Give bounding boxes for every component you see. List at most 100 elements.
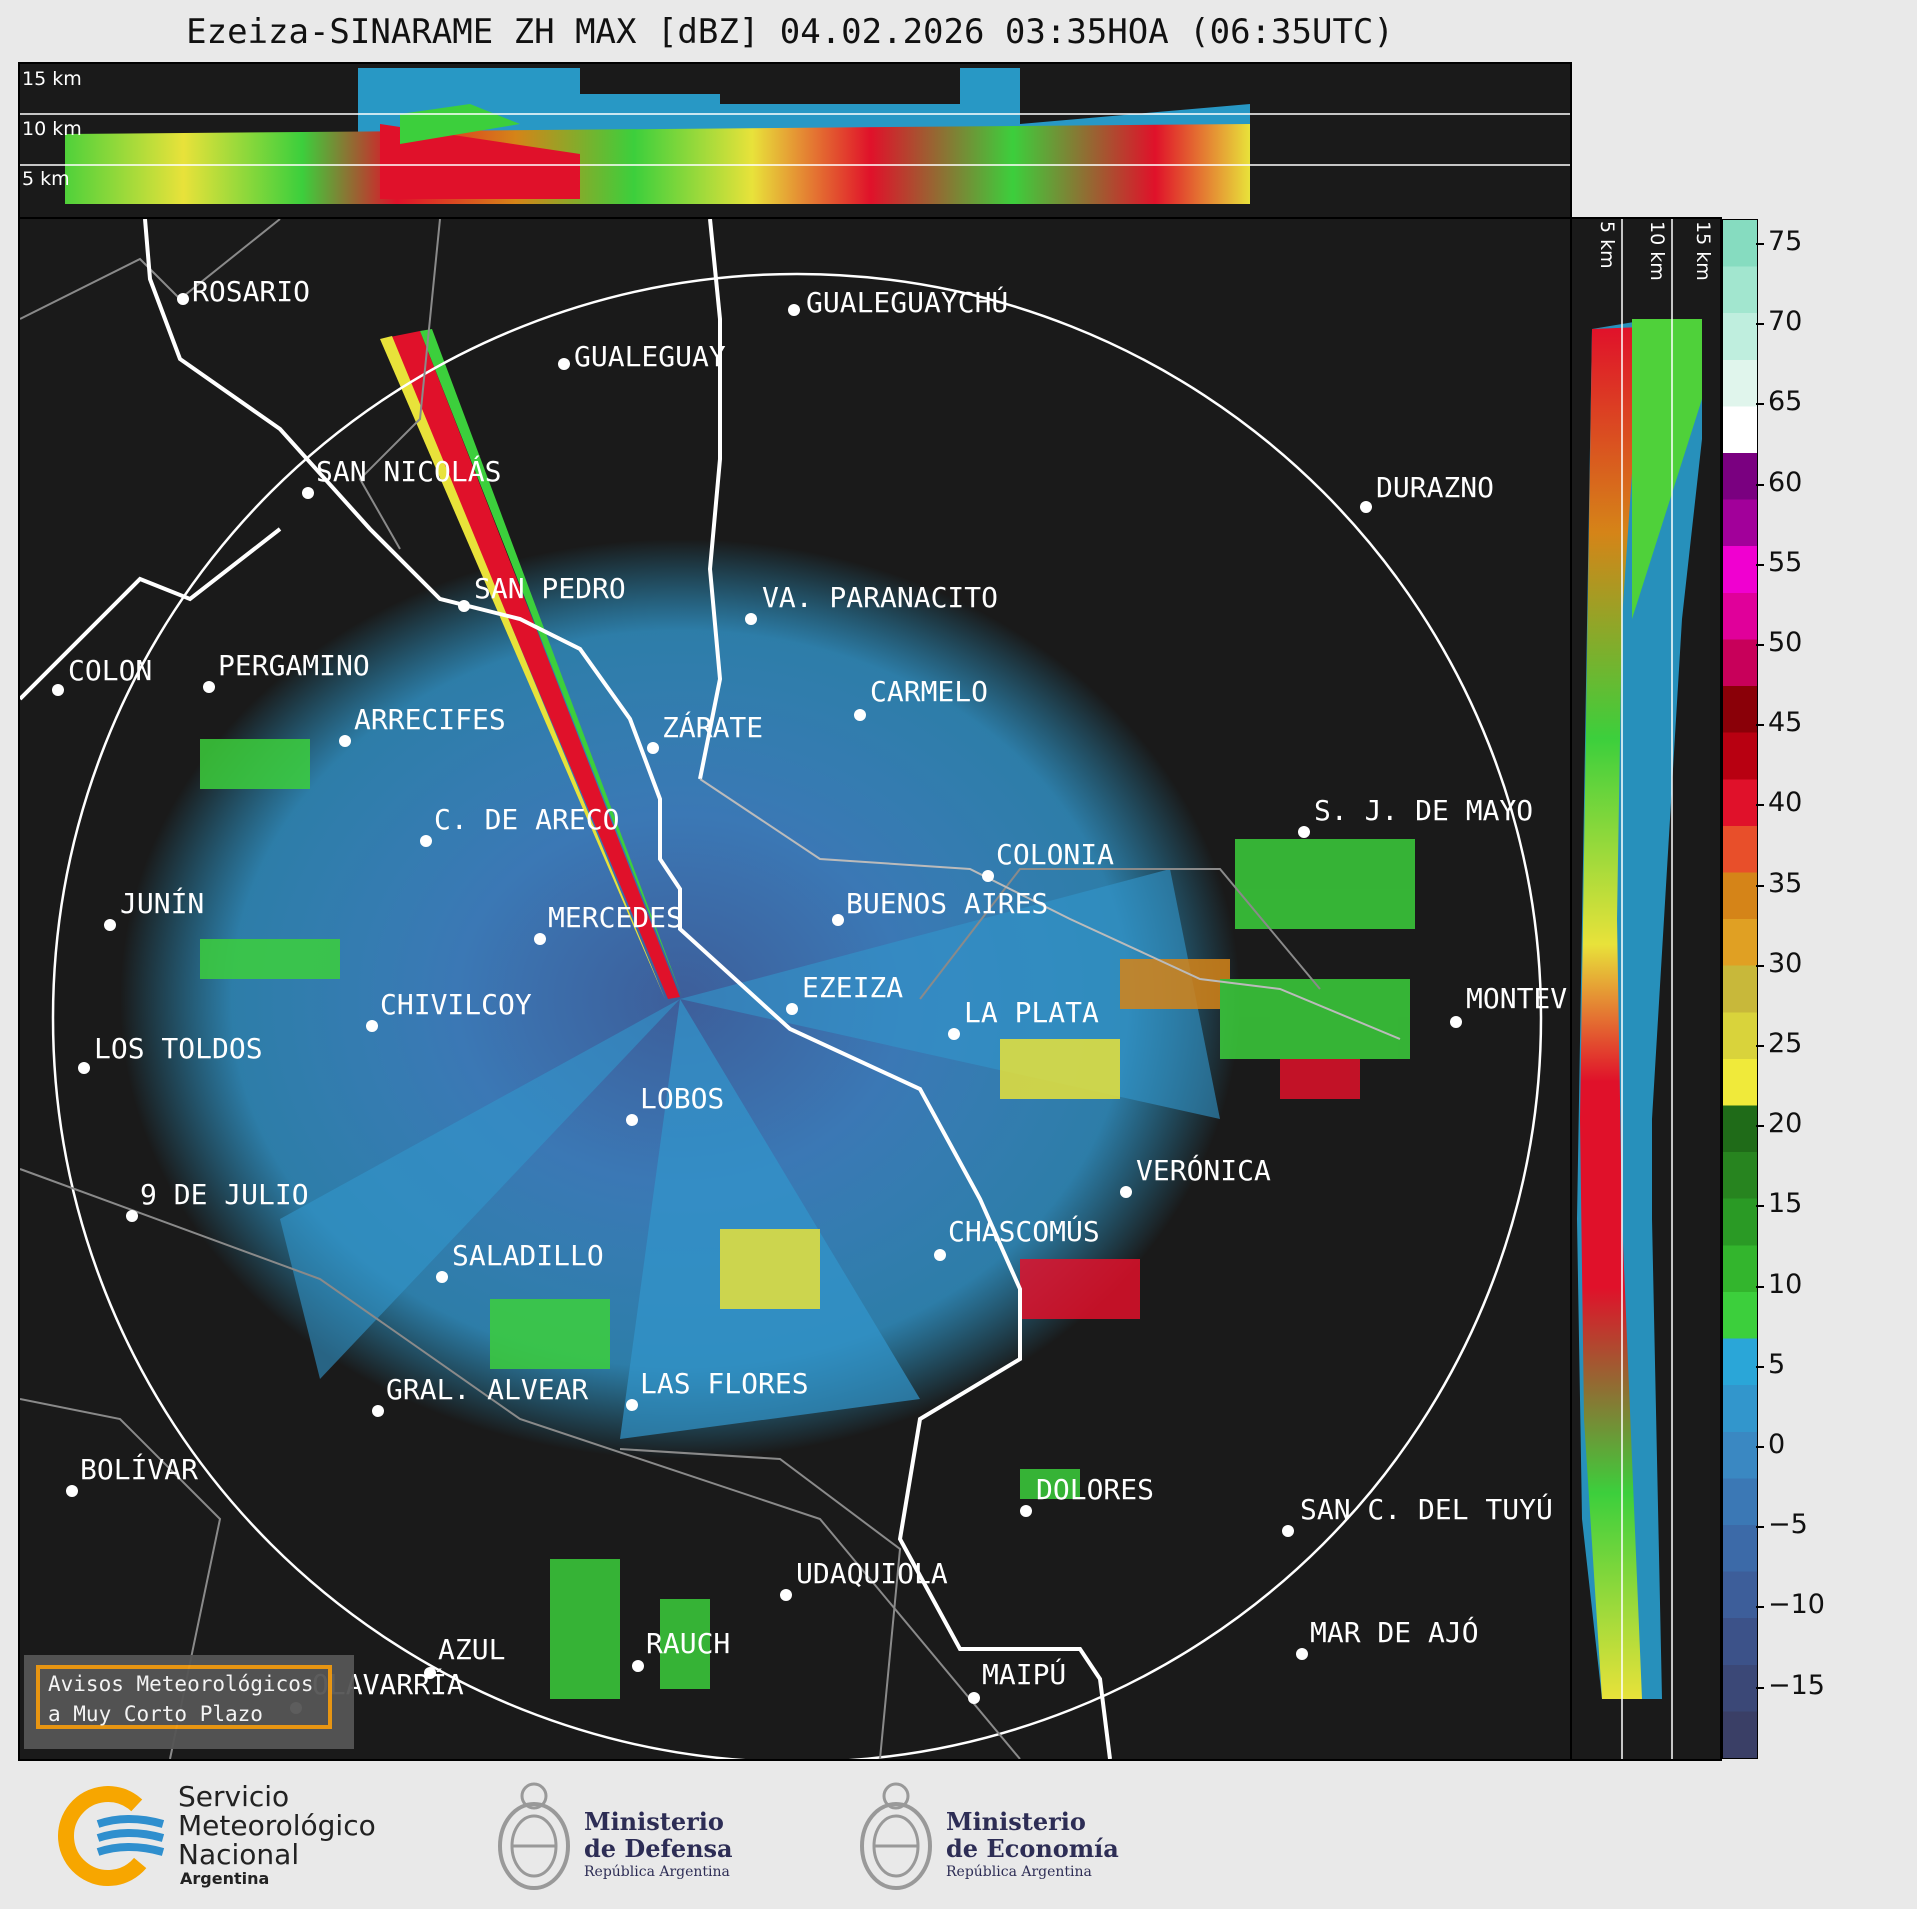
colorbar-tick-label: −5 <box>1768 1509 1808 1541</box>
city-label: CHASCOMÚS <box>948 1215 1100 1248</box>
east-west-profile-panel: 5 km 10 km 15 km <box>1570 217 1722 1761</box>
colorbar <box>1722 219 1758 1759</box>
colorbar-tick-label: 65 <box>1768 386 1803 418</box>
colorbar-tick-label: 40 <box>1768 787 1803 819</box>
city-label: LOBOS <box>640 1082 725 1115</box>
city-dot <box>632 1660 644 1672</box>
colorbar-tick <box>1756 964 1764 967</box>
city-dot <box>126 1210 138 1222</box>
city-label: SAN C. DEL TUYÚ <box>1300 1493 1553 1526</box>
km-label-5-vertical: 5 km <box>1596 221 1618 269</box>
city-dot <box>203 681 215 693</box>
city-dot <box>780 1589 792 1601</box>
economia-line3: República Argentina <box>946 1864 1092 1880</box>
city-label: DOLORES <box>1036 1473 1155 1506</box>
side-profile-svg <box>1577 219 1702 1759</box>
city-dot <box>1360 501 1372 513</box>
colorbar-tick <box>1756 1125 1764 1128</box>
city-label: S. J. DE MAYO <box>1314 794 1534 827</box>
colorbar-tick-label: 30 <box>1768 947 1803 979</box>
city-dot <box>534 933 546 945</box>
km-label-15-vertical: 15 km <box>1692 221 1714 281</box>
city-label: COLONIA <box>996 838 1115 871</box>
north-south-profile-panel: 15 km 10 km 5 km <box>18 62 1572 220</box>
city-dot <box>66 1485 78 1497</box>
city-label: VERÓNICA <box>1136 1154 1271 1187</box>
city-dot <box>177 293 189 305</box>
economia-line2: de Economía <box>946 1834 1119 1863</box>
colorbar-tick-label: 5 <box>1768 1348 1786 1380</box>
colorbar-tick-label: 35 <box>1768 867 1803 899</box>
colorbar-tick <box>1756 804 1764 807</box>
warnings-button-frame[interactable]: Avisos Meteorológicos a Muy Corto Plazo <box>36 1665 332 1729</box>
page-title: Ezeiza-SINARAME ZH MAX [dBZ] 04.02.2026 … <box>186 12 1394 52</box>
colorbar-tick <box>1756 483 1764 486</box>
defensa-line1: Ministerio <box>584 1807 724 1836</box>
colorbar-tick-label: 60 <box>1768 466 1803 498</box>
city-dot <box>78 1062 90 1074</box>
colorbar-tick <box>1756 724 1764 727</box>
colorbar-tick <box>1756 243 1764 245</box>
colorbar-tick-label: 75 <box>1768 226 1803 257</box>
city-dot <box>745 613 757 625</box>
city-label: ZÁRATE <box>662 711 764 744</box>
economia-line1: Ministerio <box>946 1807 1086 1836</box>
city-label: LOS TOLDOS <box>94 1032 263 1065</box>
smn-line4: Argentina <box>180 1869 270 1888</box>
city-dot <box>626 1114 638 1126</box>
city-label: GUALEGUAY <box>574 340 726 373</box>
city-label: CHIVILCOY <box>380 988 532 1021</box>
colorbar-tick <box>1756 1045 1764 1047</box>
profile-svg <box>20 68 1570 204</box>
warnings-button[interactable]: Avisos Meteorológicos a Muy Corto Plazo <box>24 1655 354 1749</box>
city-label: AZUL <box>438 1633 506 1666</box>
km-label-5: 5 km <box>22 168 70 190</box>
city-label: LAS FLORES <box>640 1367 809 1400</box>
city-dot <box>1296 1648 1308 1660</box>
city-dot <box>1120 1186 1132 1198</box>
city-label: JUNÍN <box>120 887 205 920</box>
city-dot <box>302 487 314 499</box>
km-label-10-vertical: 10 km <box>1646 221 1668 281</box>
city-label: PERGAMINO <box>218 649 370 682</box>
city-label: MAIPÚ <box>982 1658 1067 1691</box>
colorbar-tick <box>1756 403 1764 406</box>
colorbar-tick <box>1756 1285 1764 1288</box>
city-label: SAN PEDRO <box>474 572 626 605</box>
city-dot <box>52 684 64 696</box>
city-label: UDAQUIOLA <box>796 1557 948 1590</box>
city-label: VA. PARANACITO <box>762 581 999 614</box>
colorbar-tick <box>1756 884 1764 887</box>
km-label-10: 10 km <box>22 118 82 140</box>
colorbar-tick-label: 55 <box>1768 546 1803 578</box>
coat-of-arms-icon <box>494 1778 574 1900</box>
colorbar-tick <box>1756 1205 1764 1208</box>
city-dot <box>626 1399 638 1411</box>
ministerio-economia-text: Ministerio de Economía República Argenti… <box>946 1808 1119 1882</box>
smn-line1: Servicio <box>178 1780 290 1813</box>
colorbar-tick-label: 45 <box>1768 707 1803 739</box>
city-label: CARMELO <box>870 675 989 708</box>
warnings-button-line1: Avisos Meteorológicos <box>48 1672 314 1696</box>
colorbar-tick-label: 70 <box>1768 306 1803 338</box>
city-label: GRAL. ALVEAR <box>386 1373 589 1406</box>
city-dot <box>436 1271 448 1283</box>
city-dot <box>104 919 116 931</box>
smn-logo-text: Servicio Meteorológico Nacional Argentin… <box>178 1782 376 1889</box>
radar-svg <box>20 219 1543 1759</box>
city-dot <box>982 870 994 882</box>
city-dot <box>854 709 866 721</box>
city-dot <box>1298 826 1310 838</box>
colorbar-tick <box>1756 563 1764 566</box>
radar-map[interactable]: ROSARIO GUALEGUAYCHÚ GUALEGUAY SAN NICOL… <box>18 217 1572 1761</box>
city-label: EZEIZA <box>802 971 904 1004</box>
city-dot <box>339 735 351 747</box>
city-dot <box>1020 1505 1032 1517</box>
city-dot <box>458 600 470 612</box>
colorbar-tick-label: −15 <box>1768 1669 1825 1701</box>
city-dot <box>1450 1016 1462 1028</box>
city-label: ARRECIFES <box>354 703 506 736</box>
coat-of-arms-icon <box>856 1778 936 1900</box>
city-label: DURAZNO <box>1376 471 1495 504</box>
city-dot <box>647 742 659 754</box>
